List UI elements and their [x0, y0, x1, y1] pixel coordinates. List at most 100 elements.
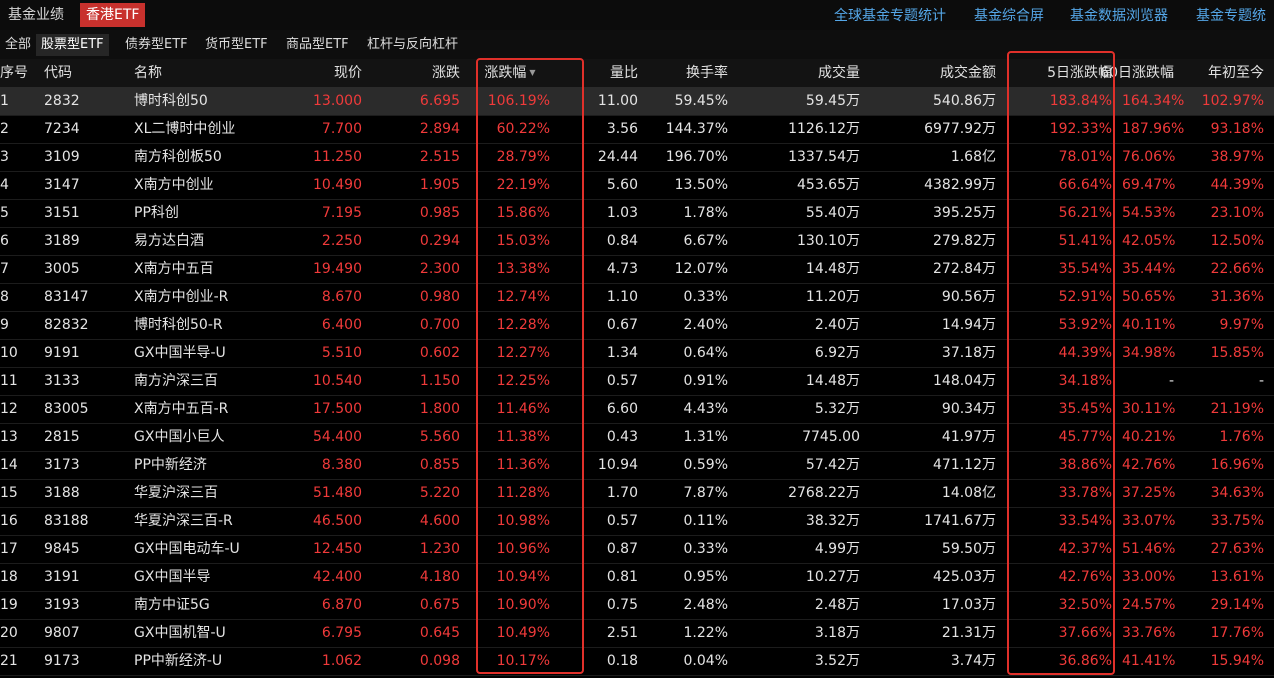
header-change-pct[interactable]: 涨跌幅 ▼ — [470, 59, 550, 87]
cell-amount: 395.25万 — [933, 205, 996, 221]
header-turnover[interactable]: 换手率 — [686, 65, 728, 81]
category-leveraged-inverse[interactable]: 杠杆与反向杠杆 — [367, 37, 459, 52]
cell-name: 易方达白酒 — [134, 233, 204, 249]
cell-change: 0.985 — [419, 205, 460, 221]
header-price[interactable]: 现价 — [334, 65, 362, 81]
cell-volume-ratio: 10.94 — [597, 457, 638, 473]
table-row[interactable]: 1 2832 博时科创50 13.000 6.695 106.19% 11.00 59.45%… — [0, 87, 1274, 116]
cell-change: 0.980 — [419, 289, 460, 305]
table-row[interactable]: 4 3147 X南方中创业 10.490 1.905 22.19% 5.60 13.50% 45… — [0, 171, 1274, 200]
cell-seq: 18 — [0, 569, 18, 585]
cell-turnover: 1.78% — [683, 205, 728, 221]
cell-name: 华夏沪深三百 — [134, 485, 218, 501]
cell-amount: 90.56万 — [941, 289, 996, 305]
cell-change: 1.150 — [419, 373, 460, 389]
header-change[interactable]: 涨跌 — [432, 65, 460, 81]
cell-code: 7234 — [44, 121, 80, 137]
cell-ytd: 102.97% — [1201, 93, 1264, 109]
cell-amount: 1741.67万 — [924, 513, 996, 529]
cell-price: 42.400 — [313, 569, 362, 585]
table-row[interactable]: 11 3133 南方沪深三百 10.540 1.150 12.25% 0.57 0.91% 14… — [0, 367, 1274, 396]
header-volume-ratio[interactable]: 量比 — [610, 65, 638, 81]
table-row[interactable]: 13 2815 GX中国小巨人 54.400 5.560 11.38% 0.43 1.31% 7… — [0, 423, 1274, 452]
table-row[interactable]: 3 3109 南方科创板50 11.250 2.515 28.79% 24.44 196.70… — [0, 143, 1274, 172]
cell-ytd: 31.36% — [1210, 289, 1264, 305]
cell-60d-change: 51.46% — [1122, 541, 1176, 557]
link-fund-topics[interactable]: 基金专题统 — [1196, 8, 1266, 24]
header-amount[interactable]: 成交金额 — [940, 65, 996, 81]
table-row[interactable]: 14 3173 PP中新经济 8.380 0.855 11.36% 10.94 0.59% 57… — [0, 451, 1274, 480]
cell-volume: 130.10万 — [797, 233, 860, 249]
top-bar: 基金业绩 香港ETF 全球基金专题统计 基金综合屏 基金数据浏览器 基金专题统 — [0, 0, 1274, 31]
cell-volume-ratio: 0.87 — [606, 541, 638, 557]
table-row[interactable]: 8 83147 X南方中创业-R 8.670 0.980 12.74% 1.10 0.33% 1… — [0, 283, 1274, 312]
category-money-etf[interactable]: 货币型ETF — [205, 37, 268, 52]
tab-fund-performance[interactable]: 基金业绩 — [8, 7, 64, 23]
cell-volume-ratio: 0.43 — [606, 429, 638, 445]
link-global-fund-stats[interactable]: 全球基金专题统计 — [834, 8, 946, 24]
tab-hk-etf[interactable]: 香港ETF — [80, 3, 146, 27]
cell-seq: 4 — [0, 177, 9, 193]
table-row[interactable]: 5 3151 PP科创 7.195 0.985 15.86% 1.03 1.78% 55.40万… — [0, 199, 1274, 228]
cell-code: 83005 — [44, 401, 89, 417]
cell-turnover: 0.11% — [683, 513, 728, 529]
cell-price: 19.490 — [313, 261, 362, 277]
cell-seq: 10 — [0, 345, 18, 361]
table-row[interactable]: 6 3189 易方达白酒 2.250 0.294 15.03% 0.84 6.67% 130.1… — [0, 227, 1274, 256]
cell-5d-change: 192.33% — [1049, 121, 1112, 137]
cell-code: 3133 — [44, 373, 80, 389]
cell-name: GX中国半导-U — [134, 345, 226, 361]
cell-price: 46.500 — [313, 513, 362, 529]
table-row[interactable]: 20 9807 GX中国机智-U 6.795 0.645 10.49% 2.51 1.22% 3… — [0, 619, 1274, 648]
cell-name: GX中国电动车-U — [134, 541, 240, 557]
header-60d-change[interactable]: 60日涨跌幅 — [1100, 65, 1174, 81]
header-seq[interactable]: 序号 — [0, 65, 28, 81]
cell-60d-change: 76.06% — [1122, 149, 1176, 165]
cell-seq: 3 — [0, 149, 9, 165]
link-fund-overview-screen[interactable]: 基金综合屏 — [974, 8, 1044, 24]
cell-amount: 1.68亿 — [950, 149, 996, 165]
header-name[interactable]: 名称 — [134, 65, 162, 81]
cell-5d-change: 37.66% — [1058, 625, 1112, 641]
table-row[interactable]: 19 3193 南方中证5G 6.870 0.675 10.90% 0.75 2.48% 2.4… — [0, 591, 1274, 620]
header-code[interactable]: 代码 — [44, 65, 72, 81]
cell-code: 9173 — [44, 653, 80, 669]
cell-change-pct: 10.90% — [496, 597, 550, 613]
category-stock-etf[interactable]: 股票型ETF — [36, 34, 109, 56]
cell-seq: 12 — [0, 401, 18, 417]
table-row[interactable]: 9 82832 博时科创50-R 6.400 0.700 12.28% 0.67 2.40% 2… — [0, 311, 1274, 340]
cell-ytd: 9.97% — [1219, 317, 1264, 333]
table-row[interactable]: 17 9845 GX中国电动车-U 12.450 1.230 10.96% 0.87 0.33… — [0, 535, 1274, 564]
cell-60d-change: 69.47% — [1122, 177, 1176, 193]
cell-turnover: 12.07% — [674, 261, 728, 277]
cell-seq: 15 — [0, 485, 18, 501]
cell-volume: 5.32万 — [814, 401, 860, 417]
category-bond-etf[interactable]: 债券型ETF — [125, 37, 188, 52]
cell-volume: 7745.00 — [802, 429, 860, 445]
header-ytd[interactable]: 年初至今 — [1208, 65, 1264, 81]
table-row[interactable]: 7 3005 X南方中五百 19.490 2.300 13.38% 4.73 12.07% 14… — [0, 255, 1274, 284]
cell-amount: 540.86万 — [933, 93, 996, 109]
cell-change: 4.180 — [419, 569, 460, 585]
cell-code: 3189 — [44, 233, 80, 249]
table-row[interactable]: 18 3191 GX中国半导 42.400 4.180 10.94% 0.81 0.95% 10… — [0, 563, 1274, 592]
cell-60d-change: 50.65% — [1122, 289, 1176, 305]
table-row[interactable]: 10 9191 GX中国半导-U 5.510 0.602 12.27% 1.34 0.64% 6… — [0, 339, 1274, 368]
link-fund-data-browser[interactable]: 基金数据浏览器 — [1070, 8, 1168, 24]
cell-ytd: 22.66% — [1210, 261, 1264, 277]
category-all[interactable]: 全部 — [5, 37, 32, 52]
table-row[interactable]: 2 7234 XL二博时中创业 7.700 2.894 60.22% 3.56 144.37%… — [0, 115, 1274, 144]
table-row[interactable]: 16 83188 华夏沪深三百-R 46.500 4.600 10.98% 0.57 0.11… — [0, 507, 1274, 536]
cell-name: 华夏沪深三百-R — [134, 513, 233, 529]
header-5d-change[interactable]: 5日涨跌幅 — [1047, 65, 1112, 81]
cell-ytd: 15.94% — [1210, 653, 1264, 669]
table-row[interactable]: 21 9173 PP中新经济-U 1.062 0.098 10.17% 0.18 0.04% 3… — [0, 647, 1274, 676]
table-row[interactable]: 12 83005 X南方中五百-R 17.500 1.800 11.46% 6.60 4.43… — [0, 395, 1274, 424]
cell-price: 6.870 — [321, 597, 362, 613]
cell-name: 博时科创50-R — [134, 317, 223, 333]
cell-change-pct: 12.27% — [496, 345, 550, 361]
cell-volume: 38.32万 — [805, 513, 860, 529]
table-row[interactable]: 15 3188 华夏沪深三百 51.480 5.220 11.28% 1.70 7.87% 27… — [0, 479, 1274, 508]
category-commodity-etf[interactable]: 商品型ETF — [286, 37, 349, 52]
header-volume[interactable]: 成交量 — [818, 65, 860, 81]
